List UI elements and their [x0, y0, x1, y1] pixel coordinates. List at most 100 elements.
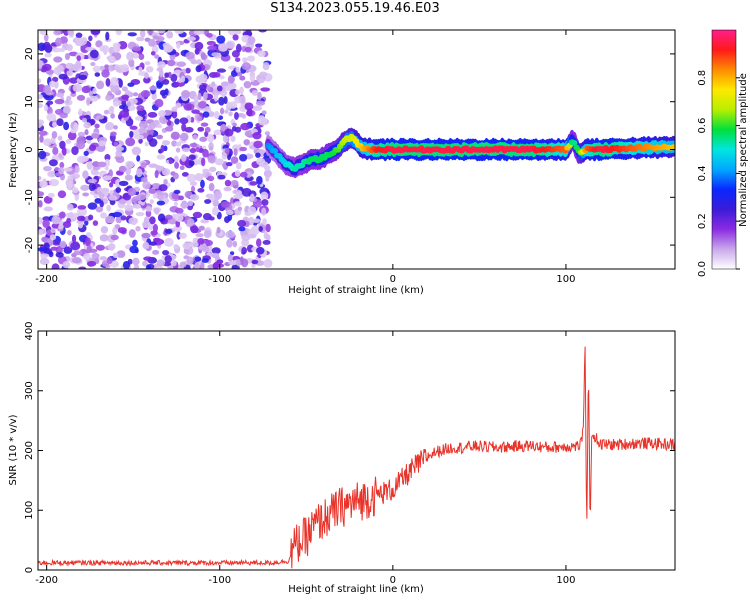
noise-speckle [241, 62, 252, 71]
noise-speckle [200, 261, 205, 269]
noise-speckle [164, 255, 172, 264]
noise-speckle [51, 215, 61, 225]
noise-speckle [90, 62, 96, 67]
noise-speckle [235, 43, 242, 53]
noise-speckle [226, 209, 234, 216]
noise-speckle [231, 125, 237, 132]
noise-speckle [186, 36, 196, 42]
noise-speckle [106, 204, 111, 212]
noise-speckle [99, 45, 105, 52]
noise-speckle [58, 73, 68, 80]
noise-speckle [116, 250, 126, 258]
noise-speckle [172, 172, 179, 180]
ridge-core [271, 148, 279, 154]
noise-speckle [171, 106, 178, 112]
noise-speckle [202, 213, 212, 221]
noise-speckle [62, 105, 71, 115]
noise-speckle [94, 72, 101, 77]
noise-speckle [216, 68, 227, 73]
noise-speckle [39, 253, 50, 258]
noise-speckle [151, 182, 162, 189]
noise-speckle [241, 234, 251, 241]
noise-speckle [239, 86, 244, 95]
noise-speckle [235, 191, 244, 200]
noise-speckle [116, 146, 125, 151]
noise-speckle [86, 245, 92, 254]
noise-speckle [249, 73, 256, 83]
noise-speckle [162, 140, 171, 146]
noise-speckle [98, 140, 107, 147]
noise-speckle [180, 154, 187, 162]
noise-speckle [257, 50, 266, 57]
noise-speckle [244, 102, 254, 111]
noise-speckle [227, 254, 233, 262]
noise-speckle [74, 37, 83, 43]
noise-speckle [213, 92, 218, 102]
noise-speckle [128, 229, 136, 238]
noise-speckle [216, 259, 224, 264]
noise-speckle [88, 35, 93, 42]
y-tick-label: 10 [24, 95, 35, 108]
noise-speckle [235, 89, 240, 96]
noise-speckle [230, 179, 239, 186]
noise-speckle [82, 170, 89, 179]
noise-speckle [240, 258, 249, 268]
noise-speckle [110, 84, 120, 93]
noise-speckle [76, 140, 86, 150]
noise-speckle [63, 167, 73, 172]
noise-speckle [152, 249, 160, 255]
noise-speckle [206, 32, 213, 38]
noise-speckle [149, 241, 158, 246]
noise-speckle [239, 95, 246, 105]
y-tick-label: 200 [24, 441, 35, 460]
noise-speckle [52, 76, 59, 82]
noise-speckle [198, 84, 207, 91]
noise-speckle [73, 250, 83, 256]
noise-speckle [165, 228, 173, 234]
noise-speckle [104, 166, 109, 171]
noise-speckle [168, 157, 173, 165]
noise-speckle [199, 136, 208, 142]
noise-speckle [218, 43, 228, 52]
noise-speckle [67, 229, 72, 236]
noise-speckle [99, 234, 109, 242]
noise-speckle [66, 203, 74, 211]
noise-speckle [234, 111, 239, 120]
noise-speckle [84, 237, 91, 247]
noise-speckle [95, 244, 105, 251]
noise-speckle [156, 67, 163, 72]
noise-speckle [166, 59, 176, 67]
noise-speckle [67, 131, 77, 141]
noise-speckle [149, 199, 154, 204]
noise-speckle [44, 52, 52, 58]
noise-speckle [140, 90, 151, 98]
noise-speckle [72, 84, 83, 93]
noise-speckle [135, 212, 145, 217]
noise-speckle [38, 175, 42, 181]
noise-speckle [195, 146, 200, 153]
noise-speckle [78, 108, 83, 117]
noise-speckle [156, 194, 166, 200]
noise-speckle [156, 154, 165, 160]
noise-speckle [128, 98, 138, 105]
noise-speckle [251, 90, 259, 96]
noise-speckle [173, 189, 181, 195]
noise-speckle [223, 186, 232, 192]
noise-speckle [208, 166, 217, 173]
noise-speckle [50, 228, 56, 234]
noise-speckle [189, 148, 197, 154]
noise-speckle [165, 126, 174, 132]
noise-speckle [248, 216, 255, 226]
noise-speckle [164, 72, 169, 78]
noise-speckle [148, 138, 158, 147]
noise-speckle [178, 195, 184, 201]
noise-speckle [136, 194, 146, 201]
noise-speckle [132, 239, 138, 247]
noise-speckle [58, 167, 65, 175]
noise-speckle [132, 128, 140, 137]
noise-speckle [175, 141, 182, 147]
noise-speckle [129, 245, 139, 254]
noise-speckle [101, 69, 110, 78]
noise-speckle [249, 193, 255, 202]
noise-speckle [265, 233, 271, 242]
